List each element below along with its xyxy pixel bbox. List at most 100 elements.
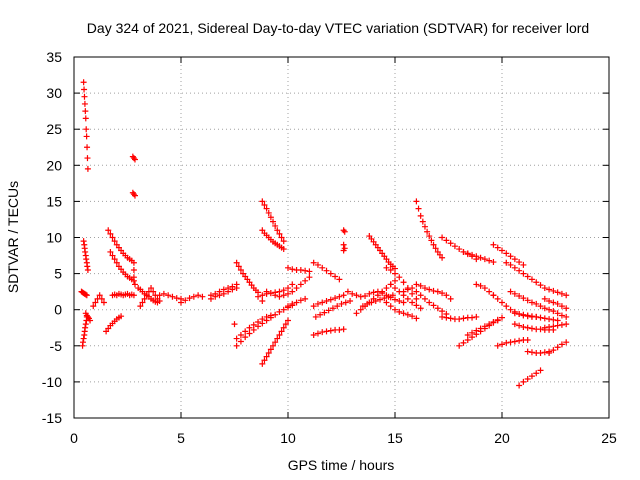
data-point	[341, 228, 348, 235]
data-point	[511, 321, 518, 328]
data-point	[554, 322, 561, 329]
data-point	[541, 349, 548, 356]
data-point	[293, 285, 300, 292]
data-point	[413, 288, 420, 295]
data-point	[267, 346, 274, 353]
data-point	[329, 305, 336, 312]
data-point	[490, 292, 497, 299]
data-point	[469, 329, 476, 336]
data-point	[353, 292, 360, 299]
data-point	[233, 342, 240, 349]
data-point	[237, 266, 244, 273]
data-point	[541, 305, 548, 312]
data-point	[558, 321, 565, 328]
data-point	[404, 311, 411, 318]
data-point	[428, 237, 435, 244]
data-point	[310, 259, 317, 266]
data-point	[426, 299, 433, 306]
data-point	[334, 303, 341, 310]
data-point	[426, 286, 433, 293]
data-point	[302, 277, 309, 284]
data-point	[310, 331, 317, 338]
data-point	[270, 218, 277, 225]
data-point	[516, 259, 523, 266]
data-point	[225, 288, 232, 295]
y-axis-label: SDTVAR / TECUs	[5, 181, 21, 293]
data-point	[233, 285, 240, 292]
data-point	[439, 308, 446, 315]
data-point	[154, 295, 161, 302]
data-point	[274, 227, 281, 234]
y-tick-label: 5	[54, 266, 62, 282]
data-point	[84, 266, 91, 273]
data-point	[473, 327, 480, 334]
data-point	[473, 253, 480, 260]
data-point	[409, 313, 416, 320]
data-point	[499, 314, 505, 321]
data-point	[370, 289, 377, 296]
data-point	[494, 342, 501, 349]
data-point	[507, 339, 514, 346]
data-point	[80, 335, 87, 342]
data-point	[404, 295, 411, 302]
data-point	[486, 257, 493, 264]
data-point	[400, 288, 407, 295]
data-point	[374, 292, 381, 299]
data-point	[81, 93, 88, 100]
data-point	[111, 238, 118, 245]
data-point	[131, 192, 138, 199]
y-tick-label: 35	[46, 49, 62, 65]
data-point	[84, 263, 91, 270]
x-tick-label: 25	[601, 430, 617, 446]
data-point	[524, 348, 531, 355]
data-point	[528, 325, 535, 332]
data-point	[524, 337, 531, 344]
data-point	[460, 315, 467, 322]
data-point	[105, 227, 112, 234]
x-tick-label: 0	[70, 430, 78, 446]
data-point	[148, 285, 155, 292]
data-point	[280, 324, 287, 331]
data-point	[111, 256, 118, 263]
data-point	[503, 303, 510, 310]
data-point	[130, 274, 137, 281]
data-point	[481, 256, 488, 263]
data-point	[516, 382, 523, 389]
data-point	[516, 311, 523, 318]
data-point	[233, 259, 240, 266]
data-point	[130, 259, 137, 266]
data-point	[336, 326, 343, 333]
data-point	[276, 308, 283, 315]
data-point	[537, 326, 544, 333]
data-point	[533, 300, 540, 307]
data-point	[511, 256, 518, 263]
data-point	[83, 256, 90, 263]
data-point	[434, 305, 441, 312]
data-point	[242, 328, 249, 335]
data-point	[456, 342, 463, 349]
data-point	[443, 314, 450, 321]
data-point	[392, 270, 398, 277]
data-point	[263, 288, 270, 295]
data-point	[259, 198, 266, 205]
data-point	[242, 334, 249, 341]
data-point	[364, 300, 371, 307]
data-point	[156, 292, 163, 299]
data-point	[507, 306, 514, 313]
data-point	[507, 288, 514, 295]
data-point	[319, 299, 326, 306]
data-point	[443, 292, 450, 299]
data-point	[387, 266, 394, 273]
data-point	[400, 279, 407, 286]
data-point	[520, 311, 527, 318]
data-point	[327, 270, 334, 277]
data-point	[541, 285, 548, 292]
data-point	[516, 267, 523, 274]
data-point	[297, 297, 304, 304]
data-point	[270, 342, 277, 349]
data-point	[82, 324, 89, 331]
data-point	[342, 299, 349, 306]
data-point	[265, 209, 272, 216]
data-point	[272, 222, 279, 229]
data-point	[259, 316, 266, 323]
